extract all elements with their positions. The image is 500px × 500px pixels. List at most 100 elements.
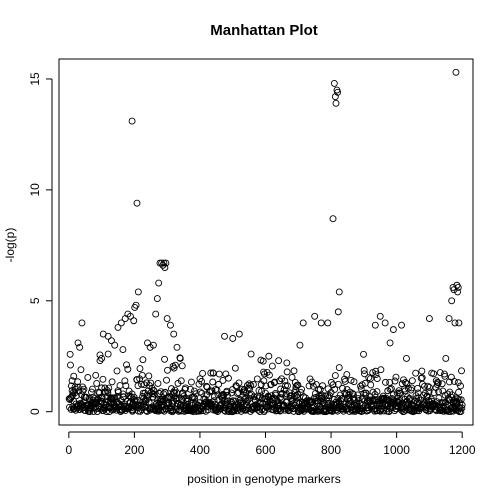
data-point <box>377 366 385 374</box>
data-point <box>128 117 136 125</box>
data-point <box>236 397 244 405</box>
data-point <box>290 367 298 375</box>
data-point <box>225 374 232 382</box>
data-point <box>121 377 129 385</box>
data-point <box>332 99 340 107</box>
data-point <box>283 390 290 398</box>
data-point <box>161 264 169 271</box>
data-point <box>458 404 466 412</box>
data-point <box>457 396 465 404</box>
data-point <box>441 372 449 380</box>
data-point <box>458 401 466 409</box>
data-point <box>98 355 106 362</box>
data-point <box>360 367 368 374</box>
data-point <box>111 394 119 402</box>
data-point <box>91 395 99 402</box>
data-point <box>391 377 399 385</box>
data-point <box>96 351 104 359</box>
data-point <box>127 312 134 320</box>
data-point <box>113 367 121 375</box>
data-point <box>334 308 342 316</box>
data-point <box>209 378 217 386</box>
data-point <box>284 382 291 390</box>
x-tick-label: 800 <box>321 443 341 457</box>
data-point <box>365 374 373 382</box>
data-point <box>458 367 465 375</box>
data-point <box>210 397 218 405</box>
data-point <box>265 352 273 360</box>
data-point <box>271 378 279 386</box>
data-point <box>92 371 100 379</box>
data-point <box>331 385 339 393</box>
x-tick-label: 400 <box>190 443 210 457</box>
data-point <box>176 355 184 362</box>
data-point <box>147 379 155 387</box>
data-point <box>268 362 276 370</box>
y-axis: 0 5 10 15 <box>28 72 53 415</box>
data-point <box>348 407 356 415</box>
data-point <box>186 385 194 393</box>
x-axis: 0 200 400 600 800 1000 1200 <box>65 431 476 457</box>
data-point <box>132 301 140 309</box>
plot-frame <box>58 58 474 426</box>
data-point <box>74 383 82 391</box>
data-point <box>445 315 453 322</box>
data-point <box>164 366 171 374</box>
data-point <box>67 361 74 369</box>
data-point <box>451 319 459 327</box>
data-point <box>124 365 132 373</box>
data-point <box>78 319 86 327</box>
data-point <box>276 377 284 385</box>
y-tick-label: 15 <box>28 72 42 86</box>
data-point <box>433 381 441 388</box>
data-point <box>418 367 426 375</box>
data-point <box>298 385 306 393</box>
data-point <box>84 374 92 381</box>
data-point <box>441 370 448 378</box>
data-point <box>265 405 272 413</box>
data-point <box>178 362 186 370</box>
data-point <box>247 350 255 358</box>
data-point <box>96 357 104 365</box>
chart-title: Manhattan Plot <box>210 22 318 39</box>
data-point <box>139 356 147 364</box>
data-point <box>120 393 128 401</box>
data-point <box>360 389 368 397</box>
data-point <box>178 401 186 409</box>
data-point <box>221 332 228 340</box>
data-point <box>343 371 351 378</box>
data-point <box>163 315 171 322</box>
data-point <box>331 372 339 380</box>
data-point <box>153 295 161 303</box>
data-point <box>116 382 124 389</box>
data-point <box>329 215 337 223</box>
data-point <box>167 385 175 393</box>
data-point <box>207 369 215 377</box>
x-tick-label: 0 <box>65 443 72 457</box>
data-point <box>122 382 130 390</box>
data-point <box>219 376 227 384</box>
data-point <box>177 377 185 385</box>
x-tick-label: 1200 <box>449 443 476 457</box>
data-point <box>184 395 192 403</box>
data-point <box>246 391 254 399</box>
data-point <box>311 312 319 320</box>
data-point <box>82 393 90 401</box>
data-point <box>425 315 433 322</box>
data-point <box>144 339 151 347</box>
data-point <box>104 332 112 340</box>
data-point <box>320 398 327 406</box>
data-point <box>171 361 179 369</box>
data-point <box>454 284 462 291</box>
data-point <box>283 368 291 376</box>
data-point <box>294 381 302 389</box>
data-point <box>439 387 447 395</box>
data-point <box>235 330 243 338</box>
data-point <box>372 371 380 379</box>
y-tick-label: 10 <box>28 183 42 197</box>
data-point <box>435 388 443 396</box>
data-point <box>152 310 160 318</box>
data-point <box>275 357 283 365</box>
data-point <box>455 388 463 396</box>
